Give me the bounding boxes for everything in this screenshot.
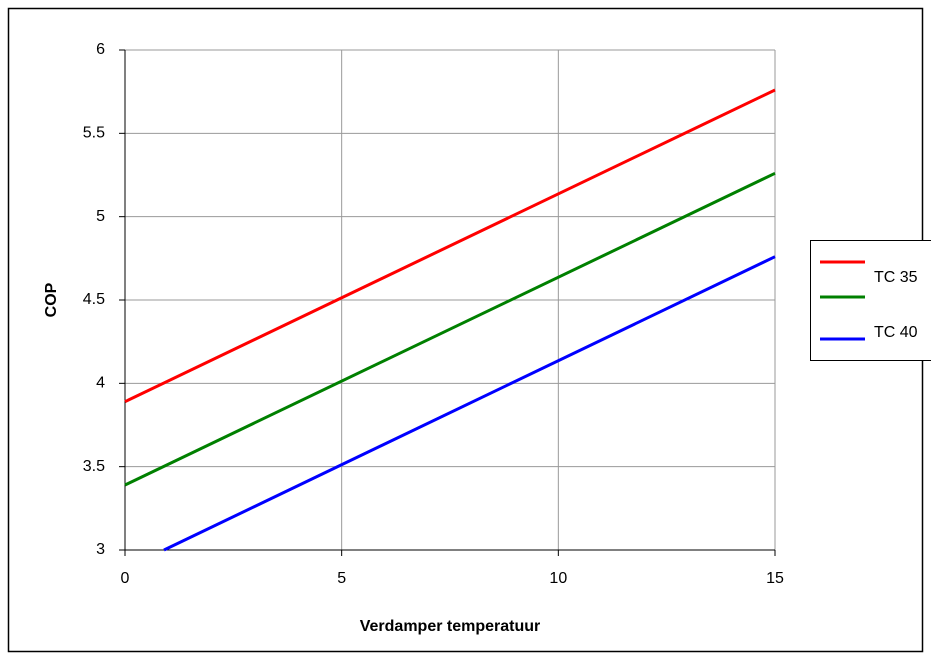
chart-frame <box>7 7 924 653</box>
legend-label: TC 40 <box>874 324 918 341</box>
y-tick-label: 3.5 <box>83 458 105 475</box>
legend-label: TC 35 <box>874 269 918 286</box>
x-tick-label: 0 <box>121 570 130 587</box>
y-tick-label: 6 <box>96 41 105 58</box>
y-axis-title: COP <box>43 282 60 317</box>
x-axis-title: Verdamper temperatuur <box>360 618 541 635</box>
y-tick-label: 3 <box>96 541 105 558</box>
legend-box <box>810 240 931 361</box>
series-line <box>124 171 776 487</box>
x-tick-label: 5 <box>337 570 346 587</box>
y-tick-label: 4.5 <box>83 291 105 308</box>
y-tick-label: 4 <box>96 375 105 392</box>
series-line <box>124 88 776 404</box>
x-tick-label: 15 <box>766 570 784 587</box>
x-tick-label: 10 <box>549 570 567 587</box>
y-tick-label: 5.5 <box>83 125 105 142</box>
y-tick-label: 5 <box>96 208 105 225</box>
series-line <box>163 255 776 552</box>
